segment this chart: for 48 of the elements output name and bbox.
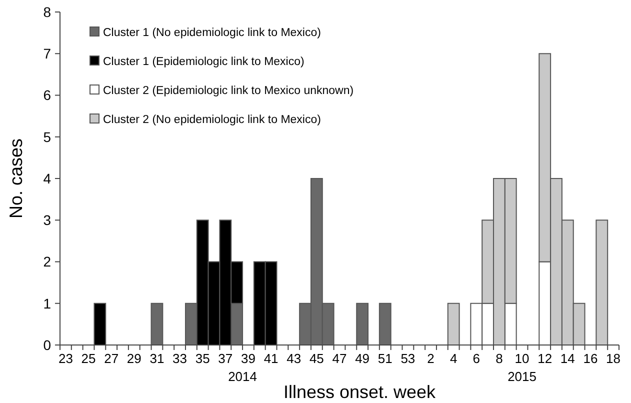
- x-tick-label: 18: [606, 351, 621, 366]
- y-tick-label: 0: [43, 336, 52, 353]
- x-tick-label: 43: [286, 351, 302, 366]
- x-tick-label: 10: [514, 351, 530, 366]
- y-axis-title: No. cases: [6, 138, 26, 219]
- y-tick-label: 4: [43, 170, 52, 186]
- x-tick-label: 14: [560, 351, 575, 366]
- x-tick-label: 2: [427, 351, 434, 366]
- bar: [596, 220, 608, 346]
- y-tick-label: 8: [43, 4, 52, 20]
- x-axis-title: Illness onset. week: [283, 382, 437, 402]
- x-tick-label: 16: [583, 351, 598, 366]
- x-tick-label: 8: [496, 351, 503, 366]
- x-tick-label: 37: [218, 351, 233, 366]
- x-tick-label: 25: [81, 351, 96, 366]
- x-tick-label: 39: [241, 351, 256, 366]
- x-tick-label: 47: [332, 351, 347, 366]
- x-tick-label: 41: [264, 351, 278, 366]
- x-tick-label: 35: [195, 351, 210, 366]
- y-tick-label: 2: [43, 254, 52, 270]
- x-tick-label: 29: [126, 351, 142, 366]
- bar: [378, 302, 392, 346]
- x-tick-label: 33: [172, 351, 188, 366]
- x-tick-label: 49: [355, 351, 370, 366]
- bar: [94, 302, 106, 346]
- bar: [356, 302, 369, 346]
- x-tick-label: 6: [472, 351, 480, 366]
- x-tick-label: 53: [400, 351, 416, 366]
- bar: [150, 302, 164, 346]
- x-tick-label: 23: [58, 351, 73, 366]
- y-tick-label: 6: [43, 87, 52, 104]
- legend-label: Cluster 1 (No epidemiologic link to Mexico): [103, 27, 322, 40]
- legend-label: Cluster 1 (Epidemiologic link to Mexico): [103, 56, 304, 68]
- x-tick-label: 45: [309, 351, 324, 366]
- y-tick-label: 1: [43, 295, 52, 312]
- y-tick-label: 7: [43, 46, 52, 62]
- x-tick-label: 27: [104, 351, 119, 366]
- legend-label: Cluster 2 (Epidemiologic link to Mexico unknown): [103, 85, 354, 98]
- text: 2014: [228, 369, 257, 384]
- text: 2015: [508, 369, 536, 384]
- y-tick-label: 3: [43, 212, 52, 228]
- x-tick-label: 12: [538, 351, 552, 366]
- y-tick-label: 5: [43, 128, 52, 145]
- legend-label: Cluster 2 (No epidemiologic link to Mexico): [103, 114, 322, 126]
- x-tick-label: 51: [378, 351, 392, 366]
- bar: [447, 302, 460, 346]
- x-tick-label: 4: [450, 351, 458, 366]
- x-tick-label: 31: [150, 351, 164, 366]
